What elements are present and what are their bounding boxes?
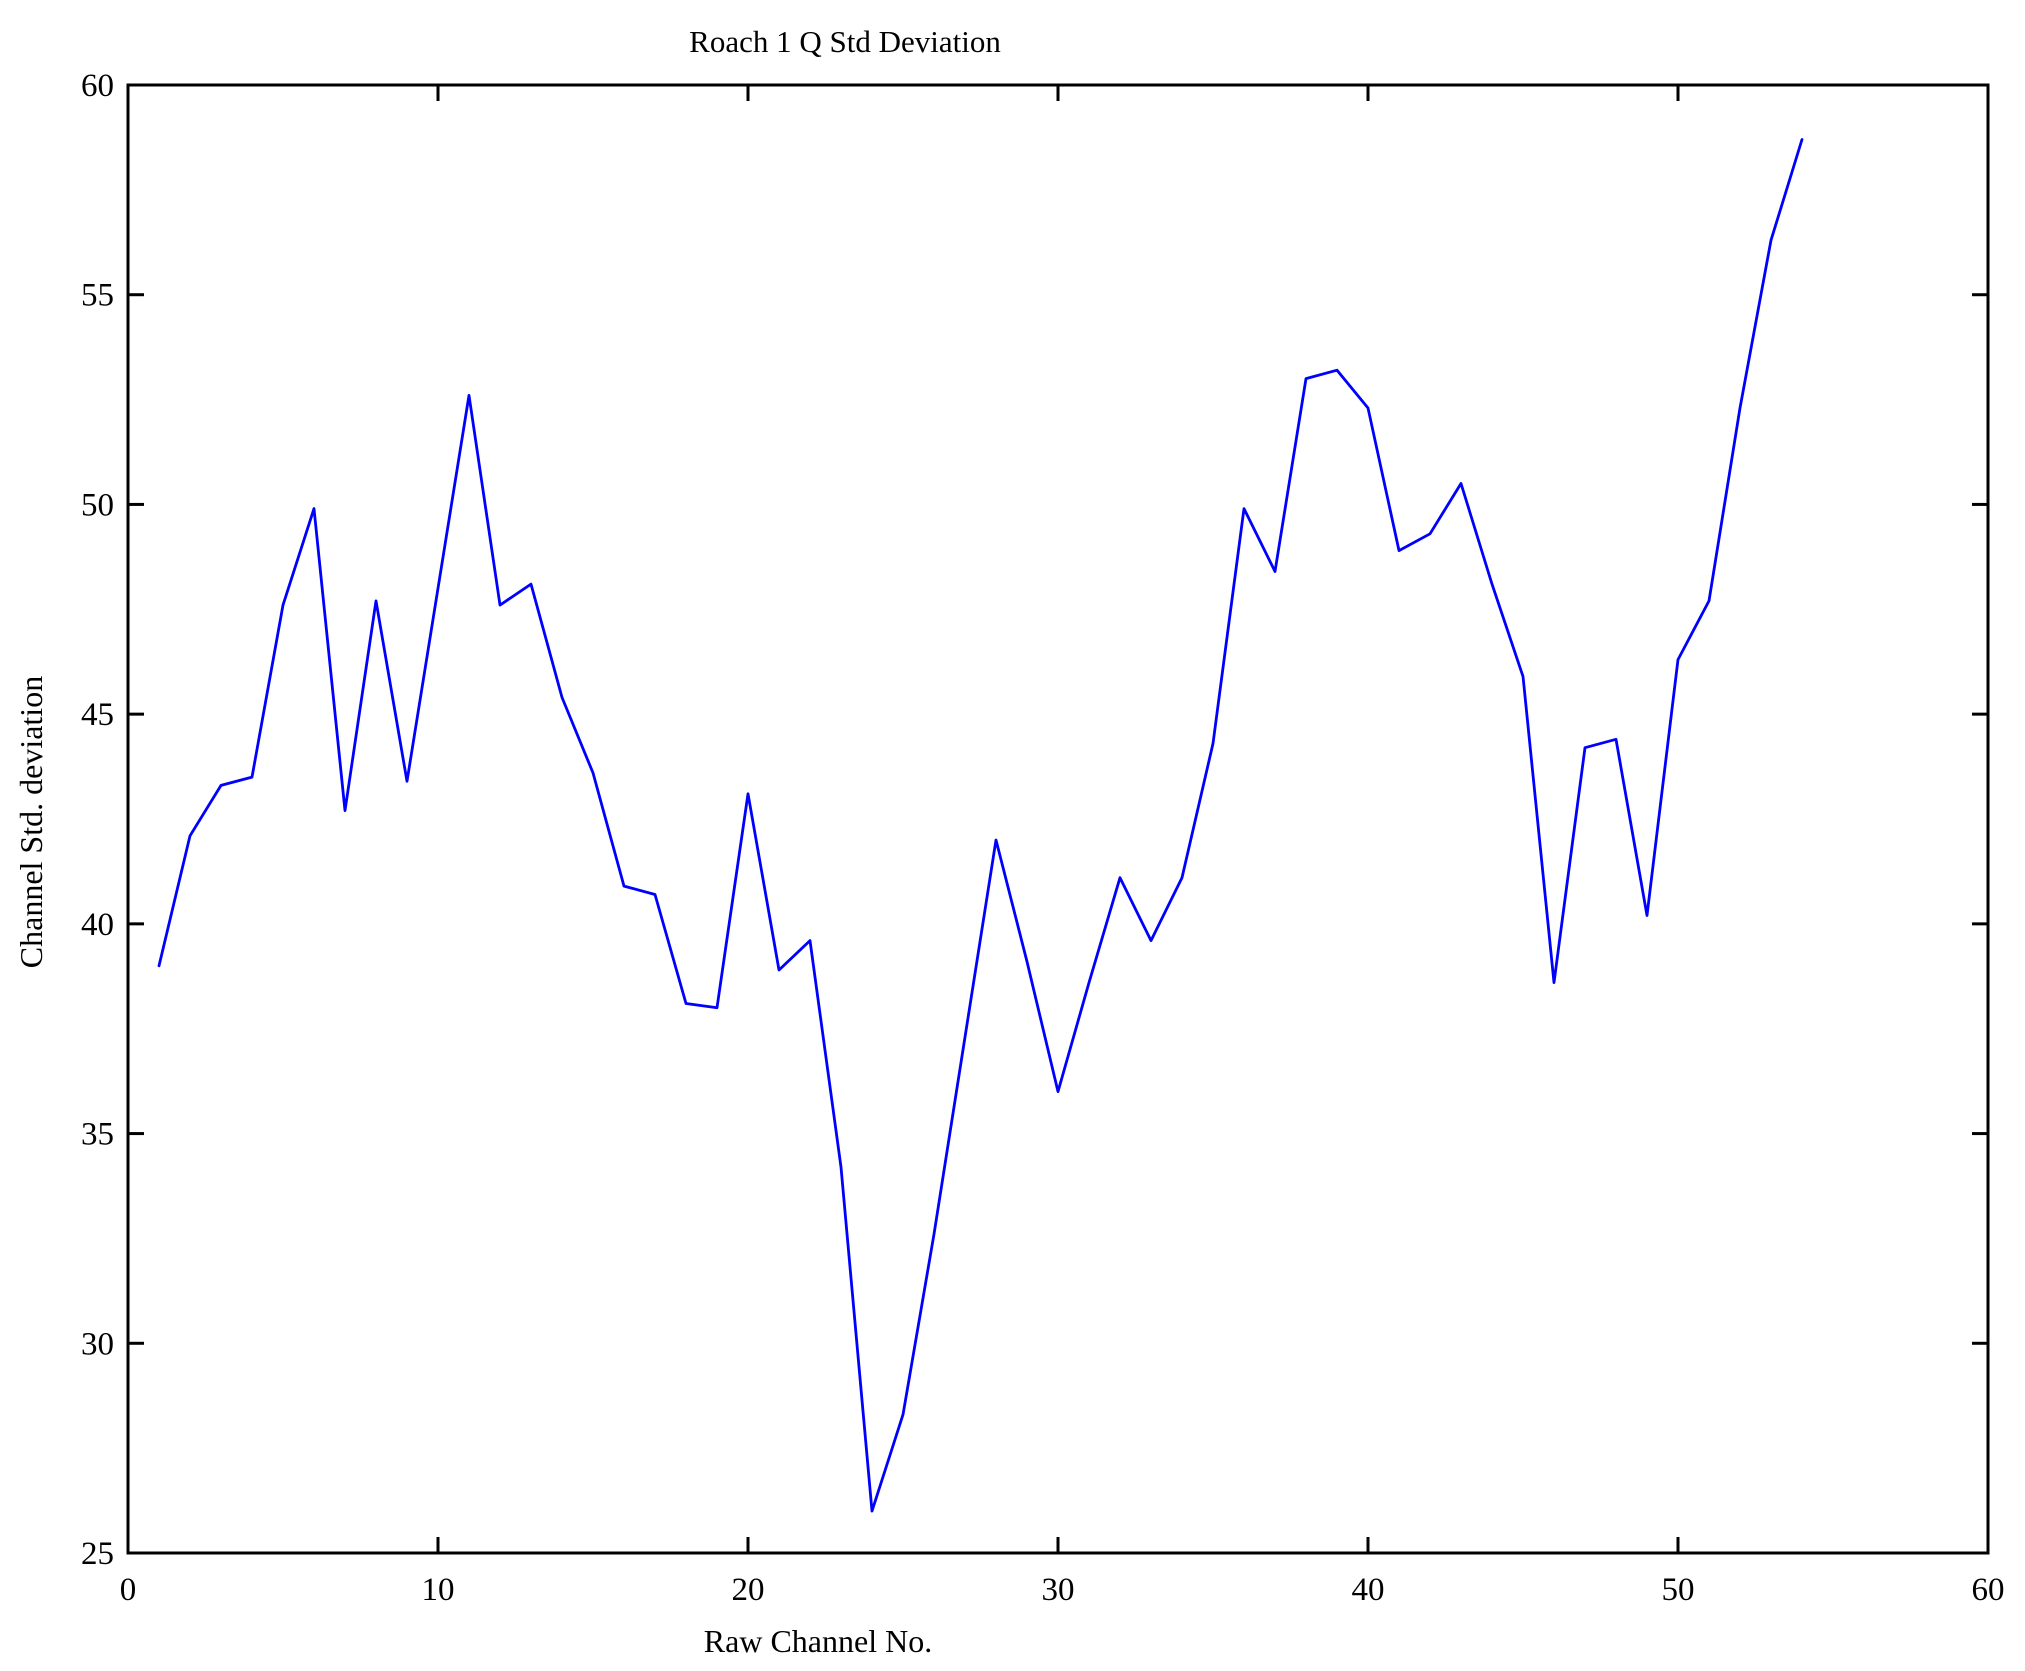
y-axis-label: Channel Std. deviation (13, 676, 49, 968)
data-line (157, 138, 1804, 1513)
y-tick-label: 60 (81, 68, 114, 104)
x-tick-label: 10 (422, 1572, 455, 1608)
y-tick-label: 40 (81, 907, 114, 943)
x-tick-label: 60 (1972, 1572, 2005, 1608)
x-tick-label: 50 (1662, 1572, 1695, 1608)
plot-area: 0 10 20 30 40 50 60 25 30 35 40 45 50 55 60 (81, 68, 2005, 1608)
axes-box (126, 83, 1990, 1555)
y-tick-label: 25 (81, 1536, 114, 1572)
x-tick-label: 40 (1352, 1572, 1385, 1608)
x-axis-label: Raw Channel No. (704, 1623, 932, 1659)
y-tick-label: 30 (81, 1326, 114, 1362)
y-tick-label: 50 (81, 487, 114, 523)
y-tick-label: 55 (81, 278, 114, 314)
y-tick-label: 35 (81, 1117, 114, 1153)
y-tick-label: 45 (81, 697, 114, 733)
x-tick-label: 0 (120, 1572, 137, 1608)
x-tick-label: 20 (732, 1572, 765, 1608)
chart-title: Roach 1 Q Std Deviation (689, 24, 1001, 59)
x-tick-label: 30 (1042, 1572, 1075, 1608)
